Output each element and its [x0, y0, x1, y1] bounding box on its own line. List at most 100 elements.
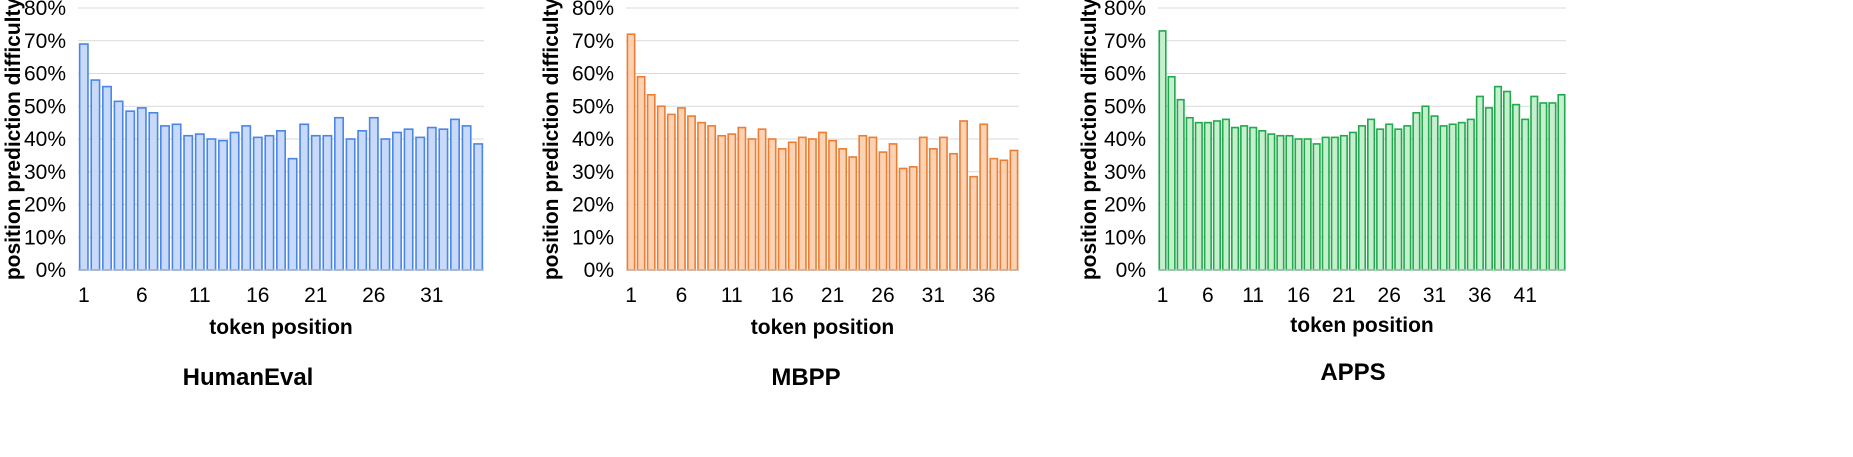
bar: [125, 110, 136, 271]
y-axis-title: position prediction difficulty: [2, 0, 25, 280]
x-tick-label: 16: [246, 284, 269, 307]
bar: [747, 138, 757, 271]
bar: [102, 85, 112, 271]
bar: [1539, 102, 1548, 271]
bar: [938, 136, 948, 271]
y-axis-title: position prediction difficulty: [540, 0, 563, 280]
bar: [345, 138, 356, 271]
bar: [426, 126, 437, 271]
bar: [218, 139, 228, 271]
x-tick-label: 16: [771, 284, 794, 307]
x-tick-label: 36: [972, 284, 995, 307]
bar: [403, 128, 414, 271]
bar: [160, 125, 170, 271]
x-tick-label: 21: [304, 284, 327, 307]
bar: [310, 134, 321, 271]
x-tick-label: 11: [1242, 284, 1264, 307]
bar: [908, 166, 918, 271]
x-tick-label: 16: [1287, 284, 1310, 307]
chart-panel-mbpp: 0%10%20%30%40%50%60%70%80%1 6 11 16 21 26 31 36…: [540, 0, 1019, 391]
y-tick-label: 0%: [584, 259, 614, 282]
bar: [687, 115, 696, 271]
bar: [206, 138, 217, 271]
bar: [949, 152, 958, 271]
bar: [646, 93, 656, 271]
bar: [392, 131, 402, 271]
bar: [1421, 105, 1430, 271]
bar: [1194, 121, 1203, 271]
bar: [918, 136, 928, 271]
bar: [171, 123, 182, 271]
chart-title: HumanEval: [183, 364, 314, 391]
bar: [828, 139, 838, 271]
x-tick-label: 36: [1468, 284, 1491, 307]
bar: [969, 175, 979, 271]
bar: [707, 125, 717, 271]
y-tick-label: 10%: [24, 226, 66, 249]
x-tick-label: 11: [189, 284, 211, 307]
bar: [1403, 125, 1412, 271]
x-tick-label: 1: [1157, 284, 1169, 307]
bar: [1240, 125, 1249, 271]
x-tick-label: 21: [821, 284, 844, 307]
bar: [1249, 126, 1258, 271]
bar: [757, 128, 767, 271]
bar: [656, 105, 666, 271]
bar: [888, 143, 898, 271]
bar: [1009, 149, 1019, 271]
x-tick-label: 31: [922, 284, 945, 307]
x-tick-label: 31: [1423, 284, 1446, 307]
y-tick-label: 80%: [24, 0, 66, 20]
bar: [1367, 118, 1376, 271]
x-tick-label: 41: [1514, 284, 1537, 307]
y-tick-label: 40%: [1104, 128, 1146, 151]
bar: [136, 107, 147, 271]
x-tick-label: 21: [1332, 284, 1355, 307]
x-tick-label: 26: [362, 284, 385, 307]
bar: [1330, 136, 1339, 271]
bar: [1303, 138, 1312, 271]
bar: [1548, 102, 1557, 271]
bar: [90, 79, 101, 271]
bar: [1448, 123, 1457, 271]
y-tick-label: 10%: [1104, 226, 1146, 249]
bar: [777, 148, 787, 271]
bar: [1258, 130, 1267, 271]
y-axis-title: position prediction difficulty: [1078, 0, 1101, 280]
bar: [1357, 125, 1367, 271]
y-tick-label: 80%: [572, 0, 614, 20]
bar: [1376, 128, 1385, 271]
bar: [1512, 103, 1521, 271]
bar: [1167, 75, 1176, 271]
bar: [1185, 116, 1194, 271]
y-tick-label: 20%: [24, 194, 66, 217]
bar: [697, 121, 707, 271]
bar: [959, 120, 969, 271]
bar: [898, 167, 908, 271]
bar: [264, 134, 275, 271]
bar: [807, 138, 817, 271]
bar: [1312, 143, 1321, 271]
bar: [767, 138, 777, 271]
bar: [357, 130, 368, 271]
bar: [1530, 95, 1539, 271]
x-axis-title: token position: [751, 316, 895, 339]
bar: [1203, 121, 1212, 271]
y-tick-label: 70%: [572, 30, 614, 53]
bar: [438, 128, 449, 271]
bar: [1176, 98, 1185, 271]
bar: [1321, 136, 1330, 271]
bar: [1503, 90, 1512, 271]
bar: [727, 133, 737, 271]
bar: [979, 123, 989, 271]
bar: [878, 151, 888, 271]
bar: [183, 134, 194, 271]
bar: [299, 123, 310, 271]
bar: [473, 143, 484, 271]
y-tick-label: 40%: [24, 128, 66, 151]
y-tick-label: 0%: [1116, 259, 1146, 282]
y-tick-label: 30%: [1104, 161, 1146, 184]
bar: [415, 136, 426, 271]
y-tick-label: 50%: [1104, 95, 1146, 118]
